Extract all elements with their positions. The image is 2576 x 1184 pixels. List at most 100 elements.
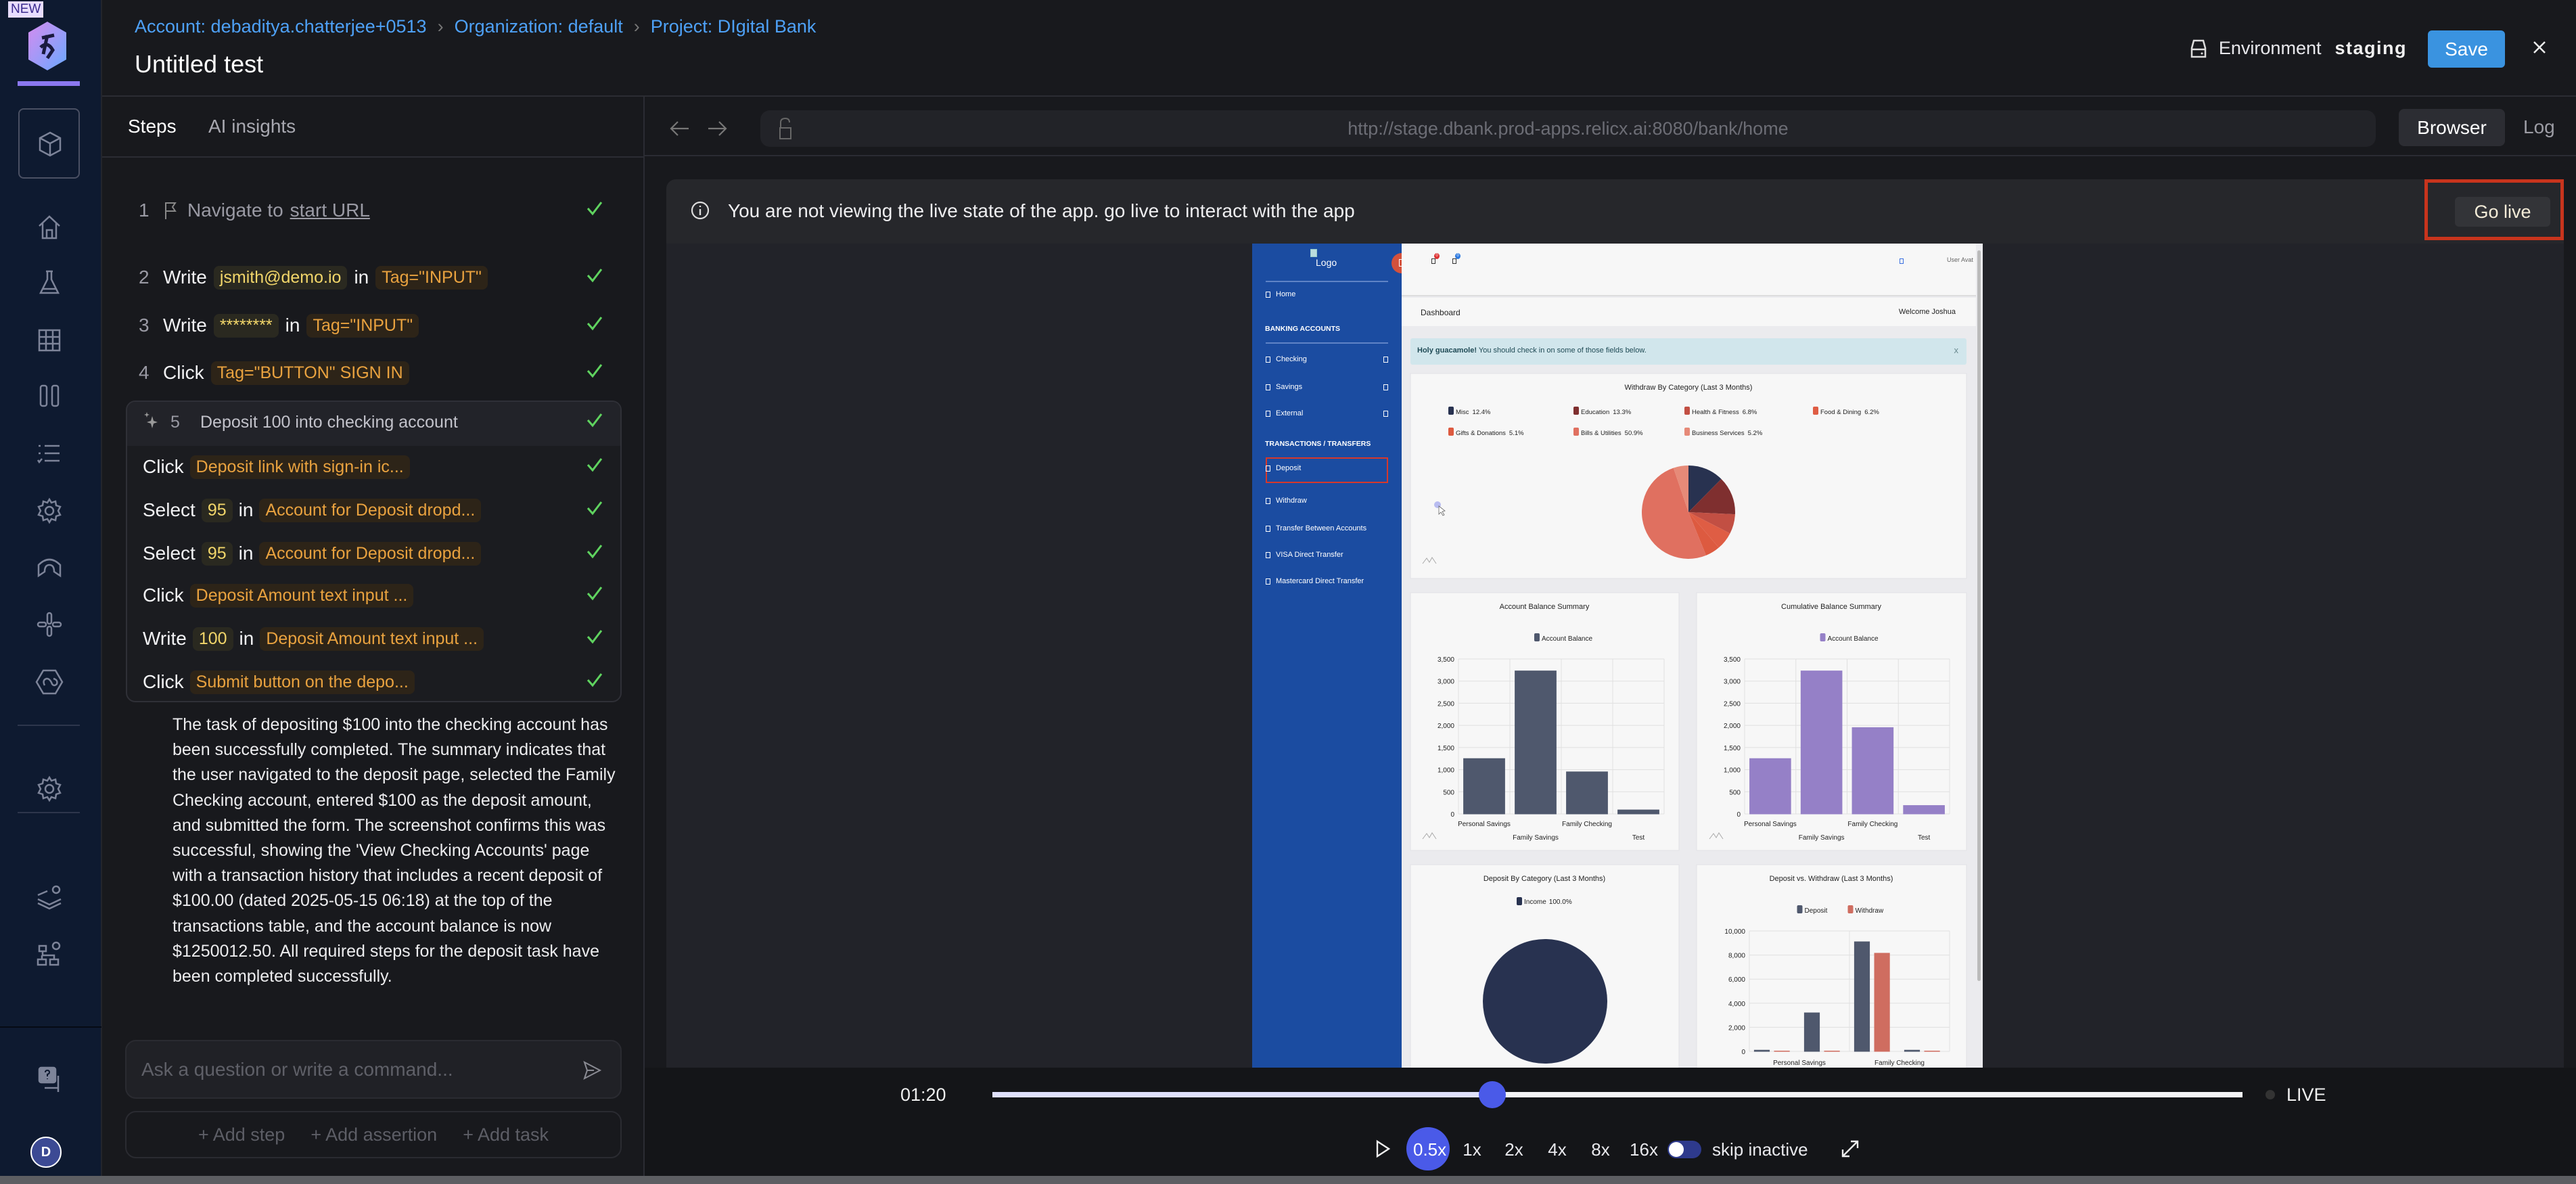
user-avatar[interactable]: User Avat	[1947, 256, 1973, 263]
close-icon[interactable]	[2531, 39, 2548, 55]
tab-ai-insights[interactable]: AI insights	[208, 116, 296, 137]
tab-log[interactable]: Log	[2523, 116, 2555, 137]
step-value-chip[interactable]: jsmith@demo.io	[213, 265, 348, 290]
breadcrumb-project[interactable]: Project: DIgital Bank	[650, 16, 816, 37]
notification-icon[interactable]	[1431, 258, 1435, 264]
link-icon[interactable]	[34, 666, 65, 698]
bar[interactable]	[1617, 809, 1659, 815]
step-row[interactable]: 1 Navigate to start URL	[139, 197, 370, 224]
timeline-thumb[interactable]	[1479, 1081, 1506, 1108]
bar[interactable]	[1903, 805, 1945, 815]
sidebar-item-savings[interactable]: Savings	[1266, 383, 1388, 391]
flag-icon[interactable]	[1900, 258, 1904, 264]
grid-icon[interactable]	[34, 325, 65, 356]
sidebar-item-home[interactable]: Home	[1266, 290, 1295, 298]
substep-row[interactable]: Click Deposit Amount text input ...	[143, 582, 414, 609]
app-logo[interactable]	[27, 20, 68, 72]
home-icon[interactable]	[34, 211, 65, 242]
environment-selector[interactable]: Environment staging	[2189, 38, 2407, 59]
step-value-chip[interactable]: ********	[213, 313, 279, 338]
step-value-chip[interactable]: 100	[192, 627, 233, 651]
bar[interactable]	[1566, 771, 1608, 815]
bar[interactable]	[1803, 1012, 1820, 1052]
sidebar-item-transaction[interactable]: Withdraw	[1266, 497, 1307, 505]
skip-inactive-toggle[interactable]	[1668, 1141, 1701, 1158]
add-assertion-button[interactable]: + Add assertion	[310, 1124, 437, 1145]
step-row[interactable]: 2 Write jsmith@demo.io in Tag="INPUT"	[139, 264, 488, 291]
speed-option-4x[interactable]: 4x	[1548, 1139, 1567, 1160]
play-icon[interactable]	[1375, 1139, 1391, 1162]
gear-icon[interactable]	[34, 495, 65, 526]
bar[interactable]	[1800, 670, 1843, 815]
substep-row[interactable]: Write 100 in Deposit Amount text input ...	[143, 625, 484, 652]
bar[interactable]	[1749, 758, 1791, 815]
save-button[interactable]: Save	[2428, 30, 2505, 68]
rail-item-active[interactable]	[18, 108, 80, 179]
url-bar[interactable]: http://stage.dbank.prod-apps.relicx.ai:8…	[760, 110, 2376, 147]
bar[interactable]	[1904, 1049, 1920, 1052]
breadcrumb-organization[interactable]: Organization: default	[454, 16, 623, 37]
environment-value[interactable]: staging	[2334, 38, 2407, 58]
speed-option-8x[interactable]: 8x	[1591, 1139, 1610, 1160]
send-icon[interactable]	[582, 1060, 602, 1080]
message-icon[interactable]	[1452, 258, 1456, 264]
help-chat-icon[interactable]	[35, 1064, 66, 1095]
page-title[interactable]: Untitled test	[135, 50, 264, 78]
columns-icon[interactable]	[34, 380, 65, 411]
step-target-chip[interactable]: Deposit link with sign-in ic...	[189, 455, 410, 479]
flask-icon[interactable]	[34, 267, 65, 298]
step-target-chip[interactable]: Account for Deposit dropd...	[259, 498, 482, 522]
speed-option-2x[interactable]: 2x	[1504, 1139, 1523, 1160]
speed-option-1x[interactable]: 1x	[1463, 1139, 1481, 1160]
step-target-chip[interactable]: Account for Deposit dropd...	[259, 541, 482, 566]
app-scrollbar[interactable]	[1977, 250, 1981, 981]
avatar[interactable]: D	[30, 1137, 62, 1168]
layers-gear-icon[interactable]	[34, 882, 65, 913]
timeline-slider[interactable]	[992, 1081, 2242, 1108]
substep-row[interactable]: Select 95 in Account for Deposit dropd...	[143, 497, 482, 524]
step-row[interactable]: 3 Write ******** in Tag="INPUT"	[139, 312, 419, 339]
step-value-chip[interactable]: 95	[201, 541, 233, 566]
forward-arrow-icon[interactable]	[707, 119, 729, 141]
step-target-chip[interactable]: Deposit Amount text input ...	[189, 583, 414, 608]
sidebar-item-transaction[interactable]: VISA Direct Transfer	[1266, 551, 1343, 559]
arch-icon[interactable]	[34, 551, 65, 583]
bar[interactable]	[1854, 941, 1870, 1052]
step-group-title-row[interactable]: 5 Deposit 100 into checking account	[143, 409, 458, 436]
sidebar-item-checking[interactable]: Checking	[1266, 355, 1388, 363]
bar[interactable]	[1852, 727, 1894, 815]
start-url-link[interactable]: start URL	[290, 200, 370, 221]
breadcrumb-account[interactable]: Account: debaditya.chatterjee+0513	[135, 16, 427, 37]
speed-option-0.5x[interactable]: 0.5x	[1413, 1139, 1447, 1160]
tab-browser[interactable]: Browser	[2399, 109, 2505, 146]
step-target-chip[interactable]: Submit button on the depo...	[189, 670, 415, 694]
bar[interactable]	[1874, 953, 1890, 1052]
bar[interactable]	[1753, 1049, 1770, 1052]
url-text[interactable]: http://stage.dbank.prod-apps.relicx.ai:8…	[1348, 118, 1789, 139]
go-live-button[interactable]: Go live	[2455, 197, 2550, 227]
step-target-chip[interactable]: Deposit Amount text input ...	[260, 627, 484, 651]
step-target-chip[interactable]: Tag="INPUT"	[306, 313, 419, 338]
substep-row[interactable]: Click Submit button on the depo...	[143, 668, 415, 696]
step-group-header[interactable]	[127, 402, 620, 446]
bar[interactable]	[1463, 758, 1505, 815]
add-task-button[interactable]: + Add task	[463, 1124, 549, 1145]
sidebar-item-transaction[interactable]: Transfer Between Accounts	[1266, 524, 1366, 532]
back-arrow-icon[interactable]	[668, 119, 690, 141]
chat-input-field[interactable]	[141, 1053, 561, 1086]
bar[interactable]	[1515, 670, 1557, 815]
substep-row[interactable]: Select 95 in Account for Deposit dropd...	[143, 540, 482, 567]
fullscreen-icon[interactable]	[1840, 1139, 1860, 1162]
live-label[interactable]: LIVE	[2286, 1085, 2326, 1105]
substep-row[interactable]: Click Deposit link with sign-in ic...	[143, 453, 410, 480]
sidebar-item-external[interactable]: External	[1266, 409, 1388, 417]
step-target-chip[interactable]: Tag="INPUT"	[375, 265, 488, 290]
checklist-icon[interactable]	[34, 438, 65, 469]
add-step-button[interactable]: + Add step	[198, 1124, 285, 1145]
chat-input[interactable]	[125, 1040, 622, 1099]
slack-icon[interactable]	[34, 609, 65, 640]
sidebar-item-transaction[interactable]: Mastercard Direct Transfer	[1266, 577, 1364, 585]
step-target-chip[interactable]: Tag="BUTTON" SIGN IN	[210, 361, 409, 385]
step-value-chip[interactable]: 95	[201, 498, 233, 522]
alert-close-button[interactable]: x	[1954, 345, 1959, 355]
